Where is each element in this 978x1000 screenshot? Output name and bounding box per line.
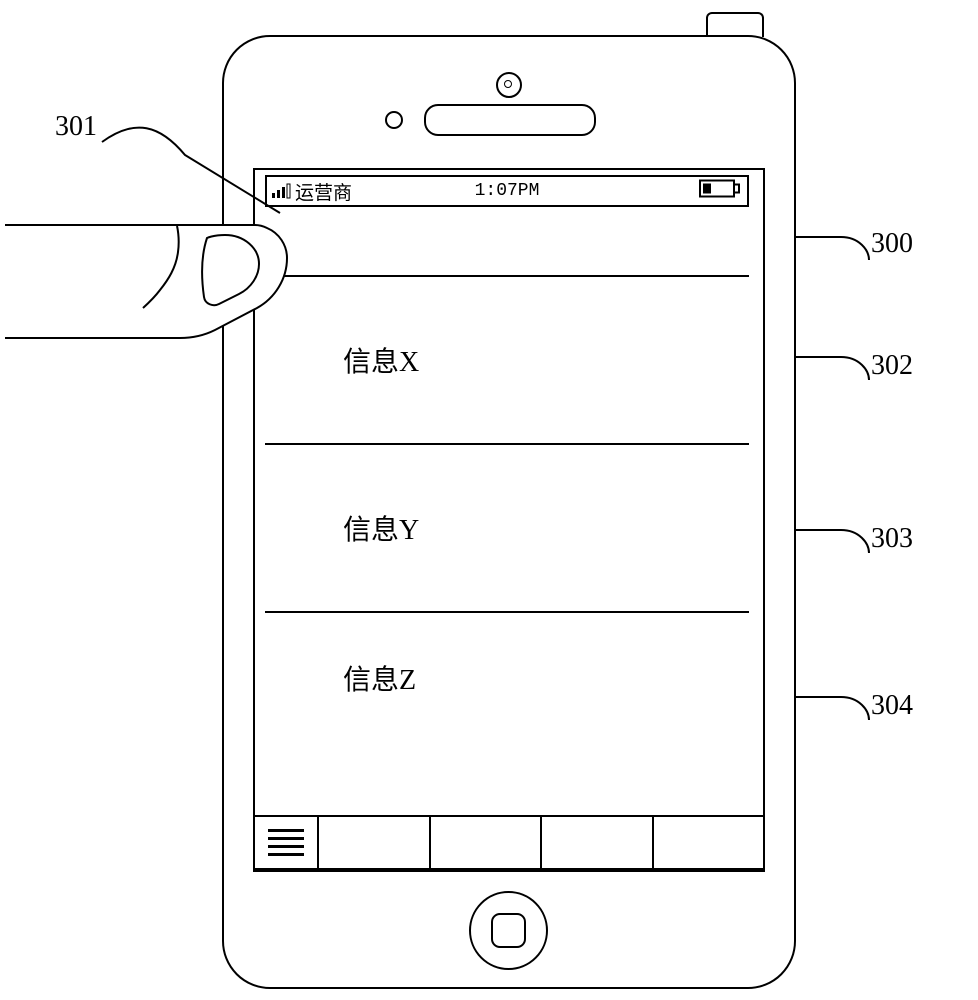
proximity-sensor (385, 111, 403, 129)
leader-303 (794, 525, 874, 555)
bottom-slot-4[interactable] (652, 815, 766, 870)
callout-label-302: 302 (871, 350, 913, 382)
leader-301 (100, 120, 285, 215)
row-label: 信息Z (343, 658, 416, 698)
bottom-bar (253, 815, 765, 870)
list-row-304[interactable]: 信息Z (265, 613, 749, 743)
list-row-302[interactable]: 信息X (265, 277, 749, 445)
callout-label-301: 301 (55, 111, 97, 143)
menu-button[interactable] (253, 815, 317, 870)
screen: 运营商 1:07PM 信息X 信息Y 信息Z (265, 175, 749, 861)
camera (496, 72, 522, 98)
status-bar: 运营商 1:07PM (265, 175, 749, 207)
earpiece-speaker (424, 104, 596, 136)
time-label: 1:07PM (475, 181, 540, 201)
callout-label-300: 300 (871, 228, 913, 260)
row-label: 信息Y (343, 508, 419, 548)
battery-icon (699, 180, 741, 203)
bottom-slot-1[interactable] (317, 815, 429, 870)
power-button (706, 12, 764, 37)
diagram-canvas: 运营商 1:07PM 信息X 信息Y 信息Z (0, 0, 978, 1000)
bottom-slot-2[interactable] (429, 815, 541, 870)
bottom-slot-3[interactable] (540, 815, 652, 870)
home-button-icon (491, 913, 526, 948)
callout-label-304: 304 (871, 690, 913, 722)
row-label: 信息X (343, 340, 419, 380)
leader-302 (794, 352, 874, 382)
leader-300 (794, 232, 874, 262)
hand-pointer-icon (5, 190, 325, 390)
list-row-303[interactable]: 信息Y (265, 445, 749, 613)
leader-304 (794, 692, 874, 722)
list-row-300[interactable] (265, 207, 749, 277)
callout-label-303: 303 (871, 523, 913, 555)
